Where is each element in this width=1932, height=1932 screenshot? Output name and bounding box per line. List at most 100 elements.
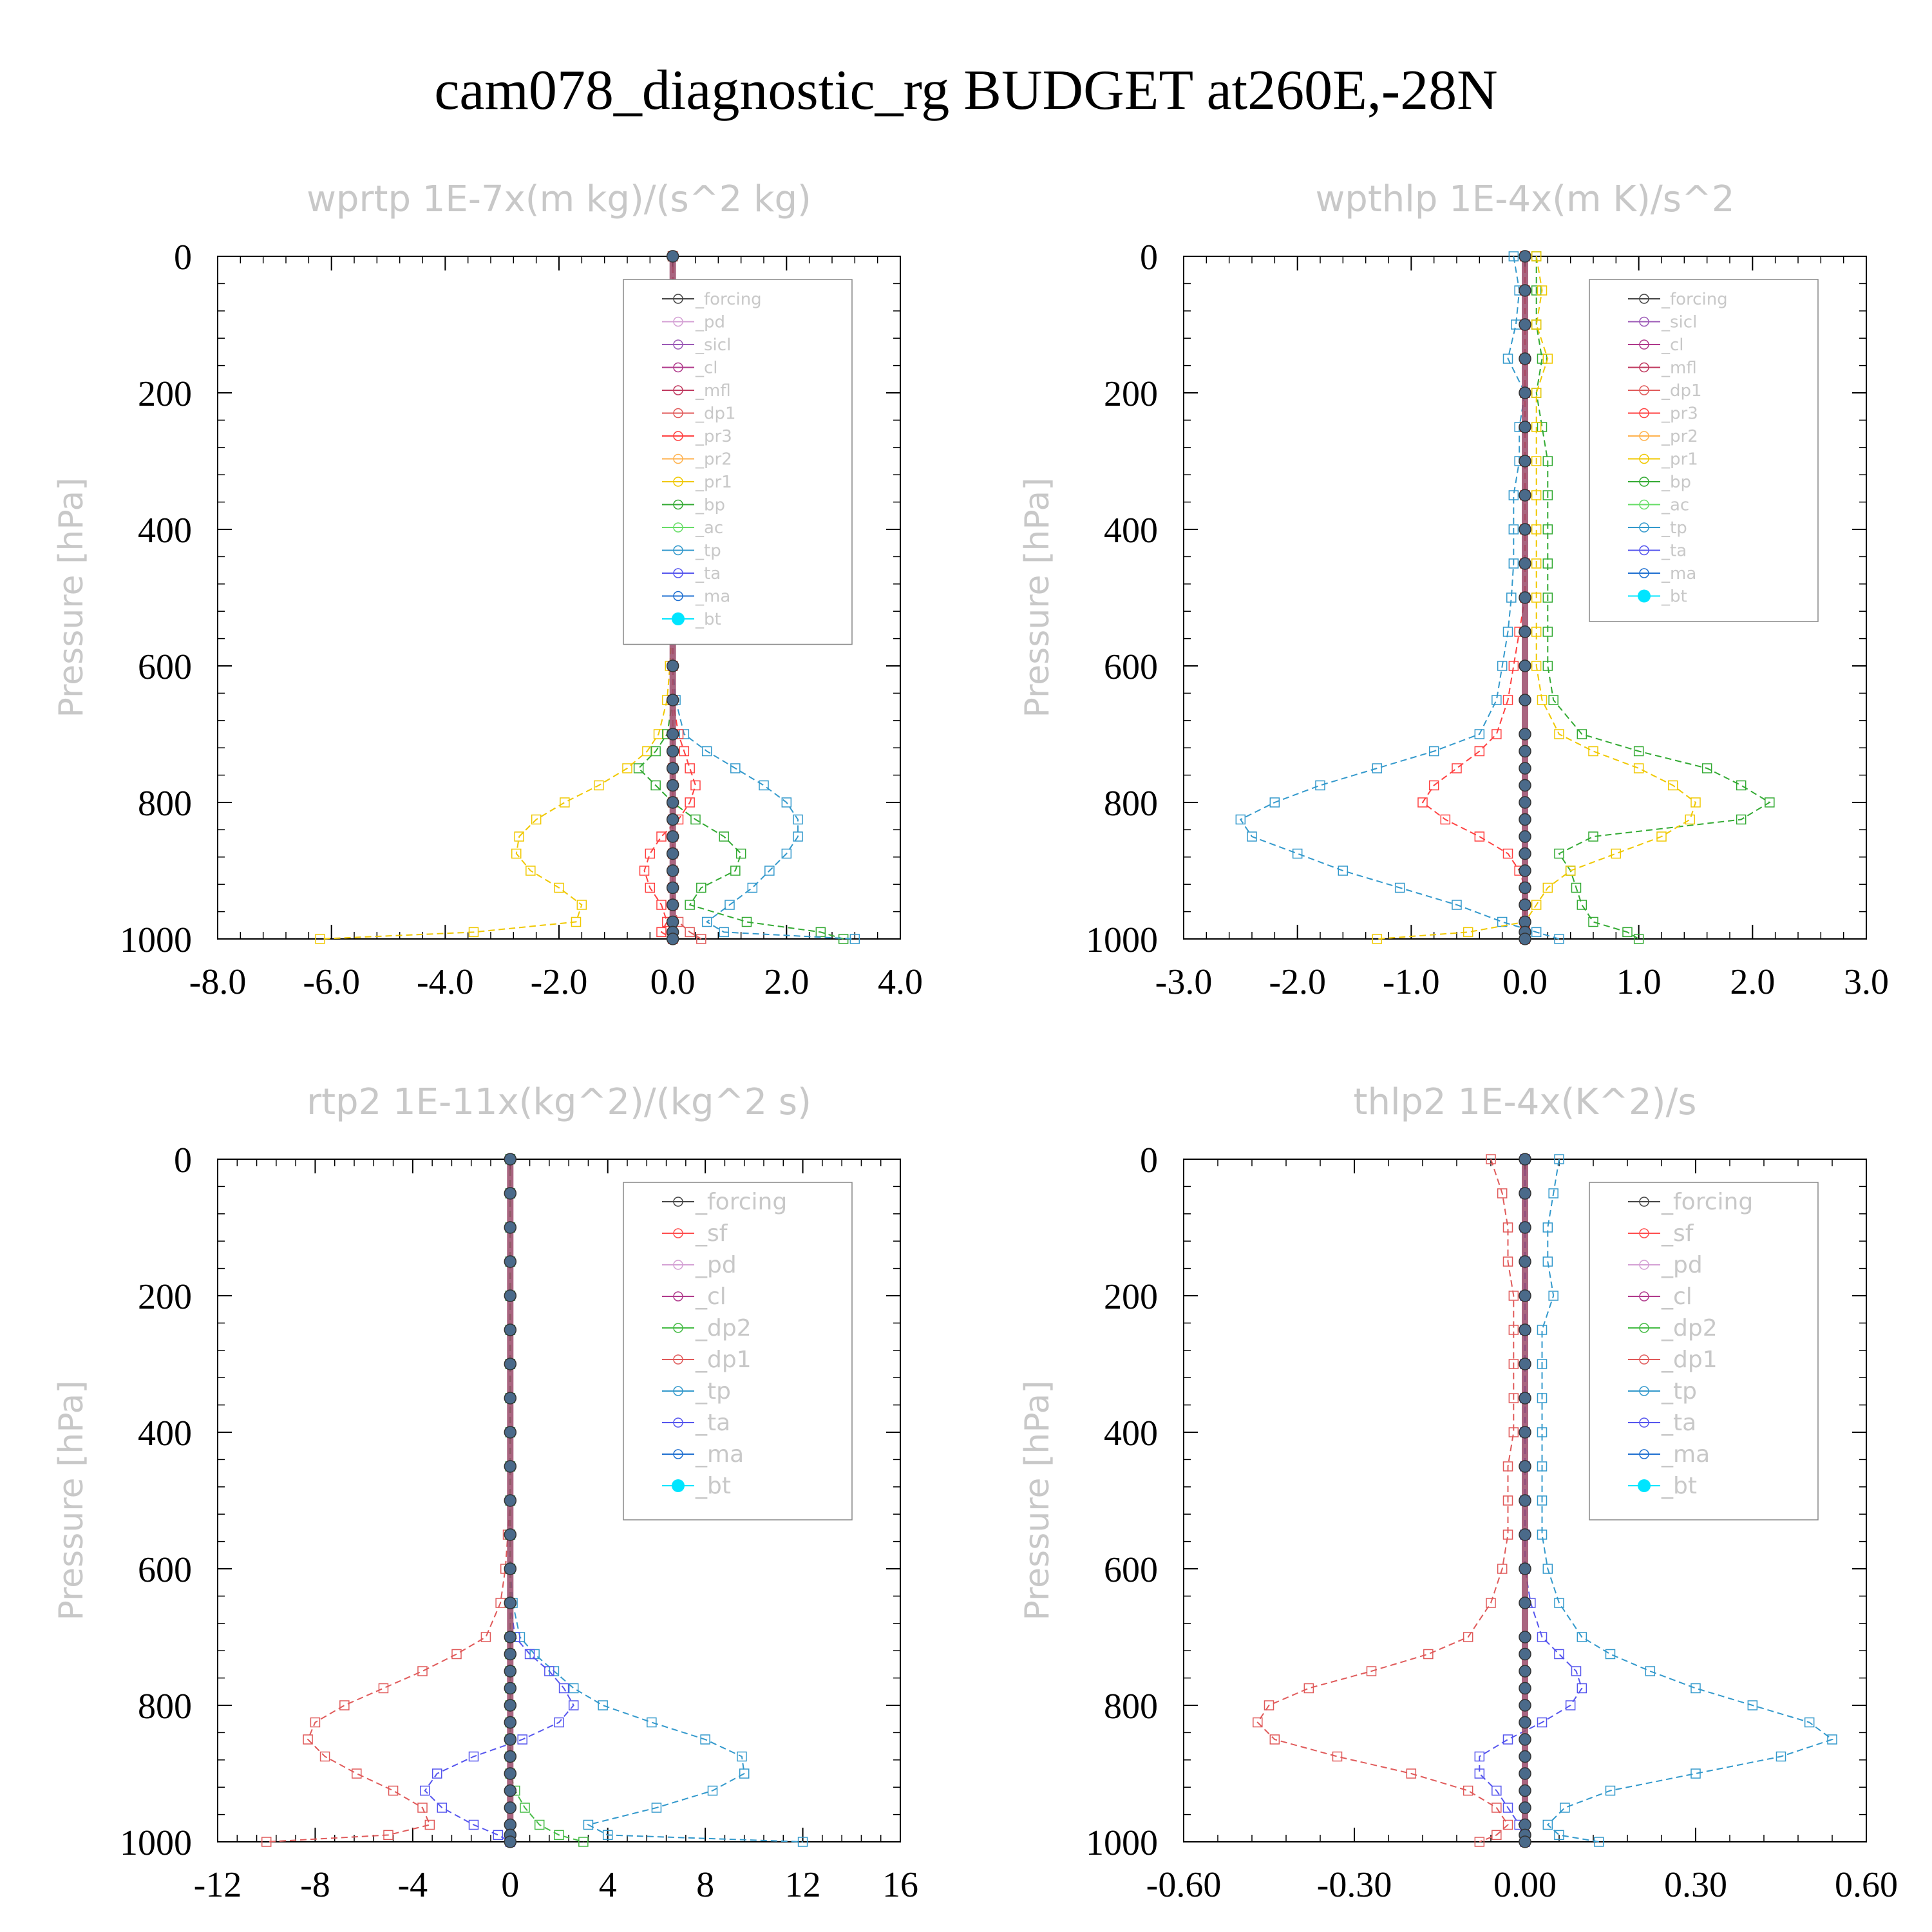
legend-marker [1639,1386,1649,1396]
data-point [1554,848,1564,859]
data-point [730,866,741,876]
data-point [1537,1632,1548,1642]
legend-marker [1639,1354,1649,1365]
series-line [1535,256,1771,940]
data-point [1548,1188,1558,1198]
legend-label: _sf [1661,1220,1694,1247]
data-point [1502,1819,1513,1830]
data-point [1531,661,1542,671]
data-point [514,831,524,842]
x-tick-label: 8 [696,1865,714,1905]
data-point [1537,422,1548,432]
data-point [1372,763,1383,773]
legend-marker [1639,1417,1649,1428]
data-point [1548,695,1558,705]
legend-box [623,279,853,645]
legend-marker [673,1323,683,1333]
x-tick-label: -8.0 [189,962,247,1002]
legend-marker [1639,1197,1649,1207]
legend-label: _pd [695,1252,737,1278]
legend-label: _dp1 [1661,381,1702,401]
data-point [1474,1751,1485,1762]
panel-title: thlp2 1E-4x(K^2)/s [1354,1081,1697,1123]
x-tick-label: -8 [300,1865,330,1905]
data-point [1633,934,1644,944]
data-point [1690,1683,1701,1694]
data-point [1519,421,1531,433]
data-point [504,1426,517,1439]
data-point [1519,744,1531,758]
data-point [656,927,667,938]
data-point [1508,1359,1519,1369]
data-point [1463,927,1473,938]
data-point [1269,797,1280,808]
data-point [1264,1700,1274,1710]
data-point [1804,1717,1815,1728]
data-point [1519,762,1531,775]
data-point [1633,763,1644,773]
data-point [1554,934,1564,944]
legend-label: _dp1 [695,404,736,424]
legend-label: _sicl [1661,313,1697,332]
data-point [1492,729,1502,739]
data-point [504,1528,517,1541]
data-point [504,1665,517,1678]
data-point [685,797,695,808]
y-tick-label: 800 [138,784,192,824]
data-point [849,934,860,944]
legend-marker [672,612,685,625]
legend-label: _bt [695,610,721,629]
data-point [1519,250,1531,263]
data-point [1508,661,1519,671]
legend-marker [673,522,683,533]
data-point [737,1751,747,1762]
x-tick-label: 4 [599,1865,617,1905]
data-point [1519,352,1531,365]
data-point [700,1734,710,1745]
data-point [417,1666,428,1676]
x-tick-label: 0.0 [650,962,696,1002]
data-point [1497,661,1508,671]
data-point [656,831,667,842]
data-point [1519,881,1531,895]
data-point [558,1683,569,1694]
data-point [1519,284,1531,297]
series-dp1 [1253,1154,1519,1847]
data-point [504,1358,517,1370]
data-point [1519,1187,1531,1200]
data-point [701,916,712,927]
data-point [1519,1784,1531,1797]
plot-frame [217,1159,901,1842]
data-point [1685,814,1695,825]
data-point [639,866,650,876]
data-point [1519,1801,1531,1814]
legend-label: _ta [1661,1410,1696,1436]
data-point [1486,1154,1496,1164]
legend-marker [673,385,683,395]
data-point [504,1767,517,1780]
legend-marker [673,316,683,327]
data-point [1588,916,1598,927]
data-point [1542,1564,1553,1574]
data-point [1542,558,1553,569]
legend-marker [673,431,683,441]
data-point [1542,627,1553,637]
data-point [417,1803,428,1813]
series-bt [504,1153,517,1848]
series-line [1256,1159,1515,1842]
data-point [1492,1785,1502,1796]
y-axis-label: Pressure [hPa] [52,1381,91,1621]
data-point [1656,831,1667,842]
data-point [1519,728,1531,741]
data-point [1667,780,1678,791]
data-point [1502,1803,1513,1813]
x-tick-label: -12 [194,1865,242,1905]
data-point [666,830,679,843]
panel-title: wprtp 1E-7x(m kg)/(s^2 kg) [307,178,811,220]
series-line [638,256,844,940]
data-point [1565,1700,1576,1710]
legend-label: _bp [695,496,725,515]
data-point [1747,1700,1758,1710]
y-tick-label: 600 [1104,647,1158,687]
y-tick-label: 1000 [120,1823,192,1863]
